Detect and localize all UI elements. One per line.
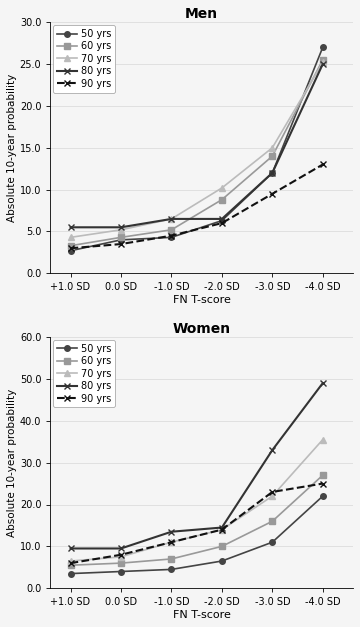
80 yrs (270, 446, 275, 454)
80 yrs (169, 528, 174, 535)
Legend: 50 yrs, 60 yrs, 70 yrs, 80 yrs, 90 yrs: 50 yrs, 60 yrs, 70 yrs, 80 yrs, 90 yrs (53, 25, 115, 93)
60 yrs (270, 152, 275, 160)
70 yrs (169, 539, 174, 546)
60 yrs (169, 226, 174, 234)
80 yrs (220, 524, 224, 531)
60 yrs (220, 196, 224, 203)
60 yrs (119, 559, 123, 567)
50 yrs (220, 557, 224, 565)
50 yrs (119, 567, 123, 575)
90 yrs (169, 232, 174, 240)
60 yrs (220, 542, 224, 550)
90 yrs (220, 219, 224, 227)
90 yrs (68, 559, 73, 567)
Line: 70 yrs: 70 yrs (68, 437, 325, 564)
Line: 90 yrs: 90 yrs (67, 480, 326, 567)
90 yrs (321, 480, 325, 487)
60 yrs (119, 234, 123, 241)
90 yrs (169, 539, 174, 546)
50 yrs (321, 43, 325, 51)
80 yrs (119, 224, 123, 231)
70 yrs (119, 226, 123, 234)
90 yrs (270, 190, 275, 198)
50 yrs (68, 570, 73, 577)
Line: 90 yrs: 90 yrs (67, 161, 326, 251)
X-axis label: FN T-score: FN T-score (173, 610, 231, 620)
70 yrs (270, 492, 275, 500)
60 yrs (169, 555, 174, 562)
Line: 50 yrs: 50 yrs (68, 493, 325, 576)
50 yrs (220, 217, 224, 224)
60 yrs (321, 56, 325, 63)
80 yrs (119, 545, 123, 552)
90 yrs (68, 245, 73, 252)
50 yrs (119, 236, 123, 244)
60 yrs (68, 561, 73, 569)
50 yrs (270, 539, 275, 546)
80 yrs (321, 379, 325, 387)
50 yrs (321, 492, 325, 500)
50 yrs (169, 234, 174, 241)
80 yrs (220, 215, 224, 223)
X-axis label: FN T-score: FN T-score (173, 295, 231, 305)
70 yrs (321, 436, 325, 443)
Line: 60 yrs: 60 yrs (68, 57, 325, 248)
80 yrs (270, 169, 275, 177)
80 yrs (68, 224, 73, 231)
70 yrs (321, 58, 325, 66)
Line: 60 yrs: 60 yrs (68, 472, 325, 568)
Line: 70 yrs: 70 yrs (68, 60, 325, 240)
70 yrs (119, 553, 123, 561)
90 yrs (119, 551, 123, 559)
80 yrs (169, 215, 174, 223)
Line: 80 yrs: 80 yrs (67, 379, 326, 552)
50 yrs (169, 566, 174, 573)
90 yrs (220, 526, 224, 534)
70 yrs (68, 557, 73, 565)
Line: 80 yrs: 80 yrs (67, 61, 326, 231)
50 yrs (68, 247, 73, 255)
70 yrs (270, 144, 275, 152)
70 yrs (220, 526, 224, 534)
70 yrs (220, 184, 224, 192)
80 yrs (321, 60, 325, 68)
70 yrs (169, 215, 174, 223)
Y-axis label: Absolute 10-year probability: Absolute 10-year probability (7, 73, 17, 222)
Title: Men: Men (185, 7, 218, 21)
60 yrs (68, 242, 73, 250)
Title: Women: Women (173, 322, 231, 336)
50 yrs (270, 169, 275, 177)
Line: 50 yrs: 50 yrs (68, 45, 325, 253)
60 yrs (321, 472, 325, 479)
60 yrs (270, 517, 275, 525)
80 yrs (68, 545, 73, 552)
Legend: 50 yrs, 60 yrs, 70 yrs, 80 yrs, 90 yrs: 50 yrs, 60 yrs, 70 yrs, 80 yrs, 90 yrs (53, 340, 115, 408)
70 yrs (68, 234, 73, 241)
Y-axis label: Absolute 10-year probability: Absolute 10-year probability (7, 389, 17, 537)
90 yrs (321, 161, 325, 168)
90 yrs (270, 488, 275, 496)
90 yrs (119, 240, 123, 248)
